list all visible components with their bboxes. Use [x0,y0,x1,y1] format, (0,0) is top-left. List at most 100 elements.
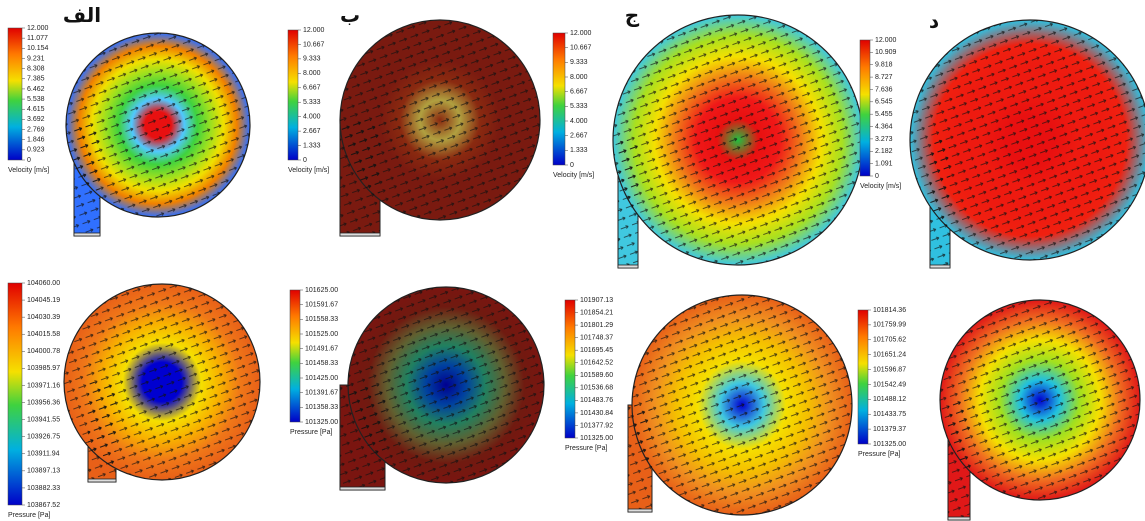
contour-plot [628,295,852,515]
colorbar-label: 101358.33 [305,404,338,411]
contour-plot [910,20,1145,268]
colorbar-label: 103911.94 [27,451,60,458]
colorbar-label: 0 [875,173,879,180]
colorbar-label: 101536.68 [580,385,613,392]
colorbar-label: 101625.00 [305,287,338,294]
colorbar-title: Velocity [m/s] [8,167,49,174]
contour-plot [340,287,544,490]
outlet [948,517,970,520]
colorbar-label: 2.667 [570,133,588,140]
colorbar-label: 5.333 [570,103,588,110]
colorbar-label: 104060.00 [27,280,60,287]
contour-plot [340,20,540,236]
colorbar-label: 1.333 [570,147,588,154]
colorbar-label: 101458.33 [305,360,338,367]
colorbar-label: 101651.24 [873,352,906,359]
colorbar-label: 12.000 [875,37,897,44]
colorbar-label: 101425.00 [305,375,338,382]
colorbar-label: 11.077 [27,35,48,42]
colorbar [565,300,575,438]
vectors [632,295,852,515]
colorbar [290,290,300,422]
colorbar-title: Pressure [Pa] [858,451,900,458]
vectors [910,20,1145,260]
colorbar-label: 12.000 [570,30,592,37]
colorbar-label: 103971.16 [27,382,60,389]
colorbar-label: 10.667 [570,45,592,52]
colorbar-label: 104015.58 [27,331,60,338]
outlet [618,265,638,268]
colorbar-label: 1.091 [875,160,893,167]
colorbar-label: 8.000 [303,70,321,77]
colorbar-label: 6.667 [570,89,588,96]
panel-label: ج [625,3,640,27]
colorbar-label: 103985.97 [27,365,60,372]
colorbar-title: Velocity [m/s] [860,183,901,190]
colorbar-label: 103897.13 [27,468,60,475]
colorbar-label: 104000.78 [27,348,60,355]
colorbar-label: 101801.29 [580,322,613,329]
colorbar-label: 101483.76 [580,397,613,404]
colorbar-label: 101591.67 [305,302,338,309]
colorbar-label: 9.231 [27,55,45,62]
colorbar [860,40,870,176]
colorbar-label: 5.538 [27,96,45,103]
colorbar-label: 101377.92 [580,422,613,429]
outlet [628,509,652,512]
colorbar-label: 8.727 [875,74,893,81]
colorbar-label: 9.333 [570,59,588,66]
colorbar-label: 7.636 [875,86,893,93]
colorbar-label: 104045.19 [27,297,60,304]
panel-label: ب [340,3,360,27]
vectors [340,20,540,220]
colorbar-label: 103926.75 [27,434,60,441]
colorbar-label: 101542.49 [873,381,906,388]
colorbar-label: 101705.62 [873,337,906,344]
colorbar-label: 4.000 [303,114,321,121]
colorbar-label: 9.333 [303,56,321,63]
vectors [940,300,1140,500]
colorbar-label: 103867.52 [27,502,60,509]
colorbar-label: 8.000 [570,74,588,81]
colorbar-title: Pressure [Pa] [290,429,332,436]
colorbar-label: 101433.75 [873,411,906,418]
colorbar-label: 101589.60 [580,372,613,379]
contour-plot [66,33,250,236]
colorbar-label: 101430.84 [580,410,613,417]
colorbar-label: 1.846 [27,137,45,144]
colorbar-label: 4.364 [875,123,893,130]
colorbar-label: 101558.33 [305,316,338,323]
colorbar [288,30,298,160]
panel-label: الف [63,3,101,27]
colorbar-label: 101488.12 [873,396,906,403]
outlet [340,233,380,236]
colorbar-label: 2.769 [27,126,45,133]
colorbar-label: 101814.36 [873,307,906,314]
vectors [64,284,260,480]
colorbar-label: 104030.39 [27,314,60,321]
colorbar-label: 12.000 [303,27,325,34]
colorbar-label: 10.667 [303,41,325,48]
colorbar-label: 10.909 [875,49,897,56]
contour-plot [613,15,863,268]
colorbar-label: 0 [27,157,31,164]
colorbar-label: 1.333 [303,142,321,149]
colorbar-label: 2.667 [303,128,321,135]
colorbar-label: 9.818 [875,62,893,69]
colorbar-label: 101596.87 [873,366,906,373]
outlet [340,487,385,490]
colorbar-title: Pressure [Pa] [565,445,607,452]
colorbar-label: 6.667 [303,85,321,92]
colorbar-label: 101325.00 [580,435,613,442]
colorbar-label: 101748.37 [580,334,613,341]
contour-plot [64,284,260,482]
outlet [88,479,116,482]
colorbar-label: 5.455 [875,111,893,118]
colorbar-label: 103941.55 [27,416,60,423]
vectors [348,287,544,483]
vectors [613,15,863,265]
colorbar-label: 10.154 [27,45,49,52]
vectors [66,33,250,217]
colorbar-label: 101525.00 [305,331,338,338]
colorbar-label: 103956.36 [27,399,60,406]
